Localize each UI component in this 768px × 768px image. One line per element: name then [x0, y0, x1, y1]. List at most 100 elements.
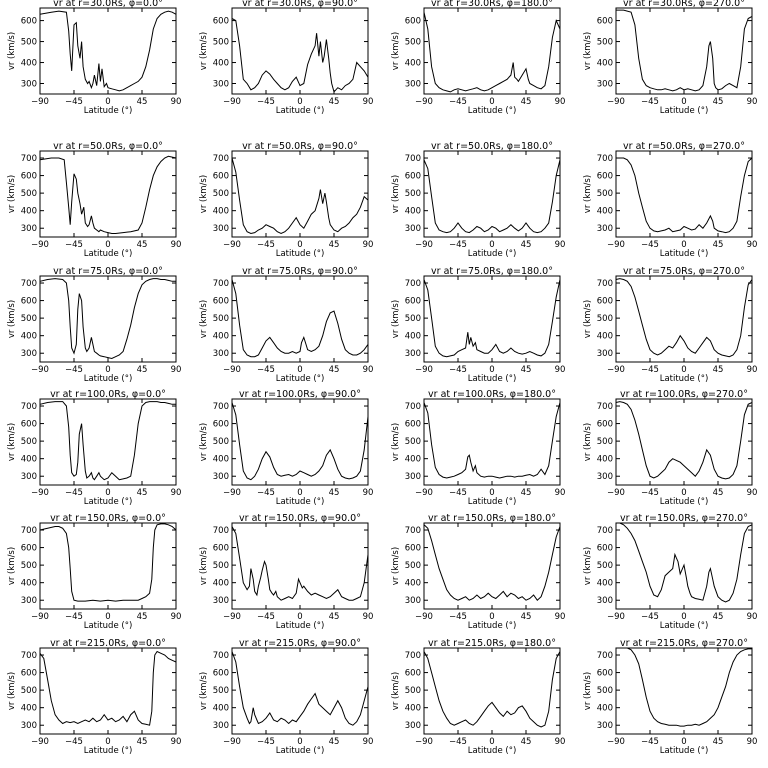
plot-frame [615, 647, 753, 735]
y-tick-label: 300 [213, 472, 229, 482]
y-axis-label: vr (km/s) [199, 547, 209, 585]
x-tick-label: −45 [449, 737, 467, 747]
y-tick-label: 400 [597, 207, 613, 217]
x-tick-label: −90 [415, 365, 433, 375]
panel-0: vr at r=30.0Rs, φ=0.0° −90 −45 0 45 90 300 400 5… [7, 0, 181, 116]
y-tick-label: 400 [213, 455, 229, 465]
x-tick-label: −45 [641, 240, 659, 250]
y-tick-label: 300 [597, 349, 613, 359]
x-tick-label: −90 [607, 488, 625, 498]
panel-19: vr at r=150.0Rs, φ=270.0° −90 −45 0 45 90 300 4… [583, 513, 757, 631]
panel-3: vr at r=30.0Rs, φ=270.0° −90 −45 0 45 90 300 40… [583, 0, 757, 116]
panel-1: vr at r=30.0Rs, φ=90.0° −90 −45 0 45 90 300 400… [199, 0, 373, 116]
x-tick-label: −45 [65, 240, 83, 250]
panel-6: vr at r=50.0Rs, φ=180.0° −90 −45 0 45 90 300 40… [391, 141, 565, 259]
y-tick-label: 700 [213, 154, 229, 164]
series-line [39, 401, 176, 481]
y-axis-label: vr (km/s) [583, 672, 593, 710]
x-axis-label: Latitude (°) [660, 249, 709, 259]
y-tick-label: 700 [405, 279, 421, 289]
panel-title: vr at r=75.0Rs, φ=90.0° [242, 266, 358, 277]
y-tick-label: 500 [21, 189, 37, 199]
panel-15: vr at r=100.0Rs, φ=270.0° −90 −45 0 45 90 300 4… [583, 389, 757, 507]
panel-12: vr at r=100.0Rs, φ=0.0° −90 −45 0 45 90 300 400… [7, 389, 181, 507]
x-axis-label: Latitude (°) [84, 497, 133, 507]
panel-title: vr at r=50.0Rs, φ=90.0° [242, 141, 358, 152]
x-tick-label: 0 [489, 612, 494, 622]
x-tick-label: 90 [555, 612, 566, 622]
panel-title: vr at r=100.0Rs, φ=270.0° [620, 389, 748, 400]
y-tick-label: 600 [21, 544, 37, 554]
x-tick-label: −90 [607, 612, 625, 622]
y-tick-label: 700 [405, 402, 421, 412]
plot-frame [39, 7, 177, 95]
x-tick-label: 45 [137, 97, 148, 107]
x-tick-label: 0 [681, 365, 686, 375]
x-tick-label: 90 [747, 240, 758, 250]
y-tick-label: 300 [21, 472, 37, 482]
panel-title: vr at r=150.0Rs, φ=0.0° [50, 513, 166, 524]
y-tick-label: 700 [405, 651, 421, 661]
panel-title: vr at r=100.0Rs, φ=0.0° [50, 389, 166, 400]
y-tick-label: 400 [21, 579, 37, 589]
y-tick-label: 700 [597, 402, 613, 412]
y-tick-label: 400 [405, 332, 421, 342]
x-tick-label: 45 [137, 488, 148, 498]
x-tick-label: 0 [105, 612, 110, 622]
y-tick-label: 500 [405, 189, 421, 199]
panel-10: vr at r=75.0Rs, φ=180.0° −90 −45 0 45 90 300 40… [391, 266, 565, 384]
y-axis-label: vr (km/s) [7, 32, 17, 70]
y-tick-label: 300 [21, 721, 37, 731]
y-tick-label: 500 [213, 314, 229, 324]
y-tick-label: 500 [405, 38, 421, 48]
y-tick-label: 700 [405, 526, 421, 536]
x-tick-label: 0 [681, 97, 686, 107]
x-tick-label: −45 [65, 737, 83, 747]
y-axis-label: vr (km/s) [391, 547, 401, 585]
y-axis-label: vr (km/s) [583, 175, 593, 213]
x-tick-label: −45 [449, 97, 467, 107]
x-tick-label: −90 [223, 97, 241, 107]
panel-title: vr at r=30.0Rs, φ=0.0° [53, 0, 163, 9]
y-tick-label: 600 [213, 420, 229, 430]
x-tick-label: 90 [171, 365, 182, 375]
y-tick-label: 400 [405, 704, 421, 714]
x-tick-label: −90 [607, 737, 625, 747]
x-tick-label: 45 [137, 240, 148, 250]
x-axis-label: Latitude (°) [660, 374, 709, 384]
y-tick-label: 400 [213, 207, 229, 217]
y-tick-label: 400 [405, 207, 421, 217]
x-tick-label: 45 [713, 365, 724, 375]
y-axis-label: vr (km/s) [391, 32, 401, 70]
x-tick-label: −90 [415, 612, 433, 622]
panel-23: vr at r=215.0Rs, φ=270.0° −90 −45 0 45 90 300 4… [583, 638, 757, 756]
x-tick-label: −45 [449, 612, 467, 622]
y-tick-label: 400 [597, 455, 613, 465]
y-tick-label: 700 [213, 279, 229, 289]
x-tick-label: 45 [713, 737, 724, 747]
x-tick-label: 0 [297, 488, 302, 498]
y-axis-label: vr (km/s) [583, 32, 593, 70]
y-axis-label: vr (km/s) [7, 423, 17, 461]
series-line [616, 522, 753, 603]
panel-title: vr at r=150.0Rs, φ=270.0° [620, 513, 748, 524]
y-axis-label: vr (km/s) [7, 547, 17, 585]
panel-17: vr at r=150.0Rs, φ=90.0° −90 −45 0 45 90 300 40… [199, 513, 373, 631]
y-tick-label: 400 [597, 704, 613, 714]
panel-title: vr at r=215.0Rs, φ=270.0° [620, 638, 748, 649]
y-tick-label: 700 [597, 651, 613, 661]
y-tick-label: 700 [21, 651, 37, 661]
x-tick-label: 45 [713, 240, 724, 250]
y-tick-label: 400 [405, 59, 421, 69]
y-tick-label: 400 [213, 332, 229, 342]
x-tick-label: 45 [521, 488, 532, 498]
x-tick-label: −45 [641, 97, 659, 107]
y-tick-label: 300 [405, 349, 421, 359]
y-tick-label: 300 [597, 596, 613, 606]
y-tick-label: 500 [21, 561, 37, 571]
x-tick-label: −45 [257, 737, 275, 747]
x-tick-label: 0 [297, 612, 302, 622]
series-line [231, 157, 369, 235]
x-tick-label: 90 [747, 612, 758, 622]
y-tick-label: 600 [21, 17, 37, 27]
